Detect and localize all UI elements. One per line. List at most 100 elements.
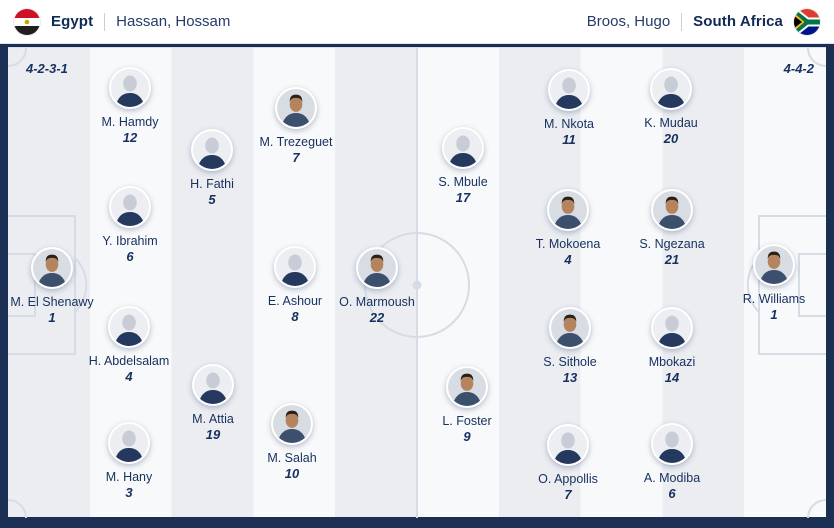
player-name: A. Modiba	[643, 471, 701, 485]
player-away[interactable]: R. Williams 1	[719, 244, 829, 322]
player-photo-avatar	[275, 87, 317, 129]
player-silhouette-avatar	[548, 69, 590, 111]
away-team-name: South Africa	[693, 13, 783, 30]
player-away[interactable]: S. Ngezana 21	[617, 189, 727, 267]
player-home[interactable]: H. Abdelsalam 4	[74, 306, 184, 384]
player-silhouette-avatar	[109, 186, 151, 228]
player-number: 7	[564, 487, 572, 502]
player-home[interactable]: O. Marmoush 22	[322, 247, 432, 325]
player-number: 14	[664, 370, 680, 385]
player-number: 5	[208, 192, 216, 207]
player-number: 10	[284, 466, 300, 481]
header: Egypt Hassan, Hossam Broos, Hugo South A…	[0, 0, 834, 44]
player-silhouette-avatar	[651, 307, 693, 349]
away-header-group: Broos, Hugo South Africa	[586, 8, 820, 35]
player-number: 7	[292, 150, 300, 165]
player-silhouette-avatar	[651, 423, 693, 465]
player-away[interactable]: L. Foster 9	[412, 366, 522, 444]
player-photo-avatar	[31, 247, 73, 289]
player-away[interactable]: S. Mbule 17	[408, 127, 518, 205]
player-number: 13	[562, 370, 578, 385]
player-number: 1	[770, 307, 778, 322]
player-number: 19	[205, 427, 221, 442]
player-silhouette-avatar	[650, 68, 692, 110]
player-home[interactable]: M. Attia 19	[158, 364, 268, 442]
player-number: 8	[291, 309, 299, 324]
player-name: M. El Shenawy	[10, 295, 94, 309]
player-silhouette-avatar	[442, 127, 484, 169]
player-number: 12	[122, 130, 138, 145]
player-number: 6	[126, 249, 134, 264]
player-name: E. Ashour	[267, 294, 323, 308]
player-name: L. Foster	[442, 414, 492, 428]
player-number: 3	[125, 485, 133, 500]
home-team-name: Egypt	[51, 13, 94, 30]
home-formation-label: 4-2-3-1	[26, 61, 68, 76]
player-silhouette-avatar	[108, 306, 150, 348]
player-number: 4	[125, 369, 133, 384]
player-silhouette-avatar	[109, 67, 151, 109]
player-photo-avatar	[356, 247, 398, 289]
player-name: M. Nkota	[543, 117, 594, 131]
player-number: 22	[369, 310, 385, 325]
player-home[interactable]: M. Salah 10	[237, 403, 347, 481]
player-number: 9	[463, 429, 471, 444]
player-number: 6	[668, 486, 676, 501]
player-home[interactable]: M. Hany 3	[74, 422, 184, 500]
player-name: M. Attia	[192, 412, 234, 426]
player-name: O. Marmoush	[339, 295, 415, 309]
home-header-group: Egypt Hassan, Hossam	[14, 8, 231, 35]
player-photo-avatar	[753, 244, 795, 286]
egypt-flag-icon	[14, 8, 40, 35]
player-away[interactable]: Mbokazi 14	[617, 307, 727, 385]
player-number: 20	[663, 131, 679, 146]
player-name: H. Fathi	[190, 177, 234, 191]
player-photo-avatar	[547, 189, 589, 231]
player-name: M. Hamdy	[101, 115, 159, 129]
away-coach-name: Broos, Hugo	[586, 13, 671, 30]
player-name: R. Williams	[742, 292, 806, 306]
south-africa-flag-icon	[794, 8, 820, 35]
player-silhouette-avatar	[547, 424, 589, 466]
player-name: K. Mudau	[644, 116, 698, 130]
player-silhouette-avatar	[108, 422, 150, 464]
player-home[interactable]: M. Hamdy 12	[75, 67, 185, 145]
player-home[interactable]: Y. Ibrahim 6	[75, 186, 185, 264]
player-photo-avatar	[549, 307, 591, 349]
player-home[interactable]: M. Trezeguet 7	[241, 87, 351, 165]
player-away[interactable]: M. Nkota 11	[514, 69, 624, 147]
player-number: 17	[455, 190, 471, 205]
player-away[interactable]: A. Modiba 6	[617, 423, 727, 501]
player-name: M. Hany	[105, 470, 153, 484]
player-number: 11	[562, 132, 576, 147]
player-name: Mbokazi	[648, 355, 696, 369]
player-name: Y. Ibrahim	[102, 234, 158, 248]
header-divider	[681, 12, 683, 31]
player-away[interactable]: K. Mudau 20	[616, 68, 726, 146]
player-away[interactable]: T. Mokoena 4	[513, 189, 623, 267]
player-number: 4	[564, 252, 572, 267]
player-name: T. Mokoena	[535, 237, 601, 251]
player-away[interactable]: O. Appollis 7	[513, 424, 623, 502]
player-photo-avatar	[271, 403, 313, 445]
header-divider	[104, 12, 106, 31]
player-number: 21	[664, 252, 680, 267]
player-away[interactable]: S. Sithole 13	[515, 307, 625, 385]
player-home[interactable]: H. Fathi 5	[157, 129, 267, 207]
away-formation-label: 4-4-2	[783, 61, 814, 76]
player-name: S. Mbule	[438, 175, 488, 189]
player-home[interactable]: M. El Shenawy 1	[0, 247, 107, 325]
player-name: O. Appollis	[538, 472, 598, 486]
player-number: 1	[48, 310, 56, 325]
player-photo-avatar	[446, 366, 488, 408]
player-name: H. Abdelsalam	[88, 354, 170, 368]
player-home[interactable]: E. Ashour 8	[240, 246, 350, 324]
player-silhouette-avatar	[192, 364, 234, 406]
player-name: S. Ngezana	[639, 237, 705, 251]
player-silhouette-avatar	[274, 246, 316, 288]
player-name: M. Salah	[267, 451, 317, 465]
home-coach-name: Hassan, Hossam	[116, 13, 231, 30]
player-photo-avatar	[651, 189, 693, 231]
player-name: M. Trezeguet	[259, 135, 333, 149]
